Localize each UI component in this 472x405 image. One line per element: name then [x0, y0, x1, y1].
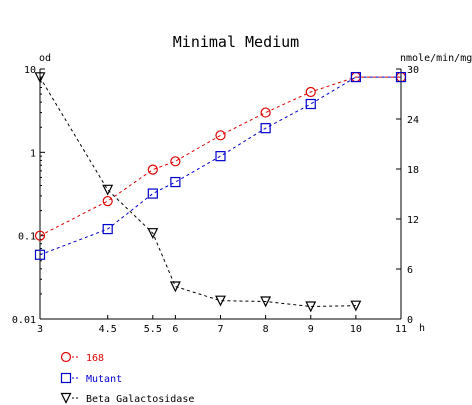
right-axis-label: nmole/min/mg — [400, 53, 472, 64]
legend-marker — [60, 351, 72, 363]
data-point — [102, 195, 113, 207]
left-axis-label: od — [39, 53, 51, 64]
data-point — [34, 72, 46, 84]
data-point — [395, 71, 407, 83]
data-point — [170, 156, 181, 167]
legend-label: Beta Galactosidase — [86, 394, 194, 405]
data-point — [170, 176, 181, 188]
legend: 168 Mutant Beta Galactosidase — [60, 351, 194, 405]
right-tick-label: 0 — [407, 315, 413, 326]
data-point — [215, 295, 226, 307]
right-tick-label: 12 — [407, 215, 419, 226]
right-tick-label: 18 — [407, 165, 419, 176]
series-1 — [34, 71, 407, 260]
series-0 — [34, 71, 407, 241]
data-point — [305, 301, 317, 313]
x-tick-label: 6 — [172, 324, 178, 335]
data-point — [147, 188, 158, 199]
x-tick-label: 7 — [217, 324, 223, 335]
data-point — [102, 223, 113, 235]
data-point — [34, 230, 46, 241]
left-tick-label: 1 — [30, 148, 36, 159]
x-tick-label: 11 — [395, 324, 407, 335]
right-tick-label: 6 — [407, 265, 413, 276]
legend-marker — [60, 372, 72, 384]
x-tick-label: 9 — [308, 324, 314, 335]
legend-item: 168 — [60, 351, 104, 364]
x-tick-label: 10 — [350, 324, 362, 335]
data-point — [260, 296, 272, 308]
x-tick-label: 4.5 — [99, 324, 117, 335]
legend-label: 168 — [86, 353, 104, 364]
legend-marker — [60, 392, 72, 404]
x-tick-label: 3 — [37, 324, 43, 335]
left-tick-label: 0.01 — [12, 315, 36, 326]
data-point — [260, 107, 271, 118]
x-axis-label: h — [419, 323, 425, 334]
data-point — [350, 300, 362, 312]
chart-title: Minimal Medium — [173, 33, 299, 51]
data-point — [215, 151, 226, 162]
data-point — [305, 86, 316, 98]
data-point — [147, 164, 158, 175]
legend-item: Mutant — [60, 372, 122, 385]
data-point — [34, 249, 46, 260]
data-point — [305, 98, 316, 110]
legend-item: Beta Galactosidase — [60, 392, 194, 405]
data-point — [215, 130, 226, 141]
left-tick-label: 0.1 — [18, 232, 36, 243]
right-tick-label: 24 — [407, 115, 419, 126]
data-point — [260, 123, 271, 134]
series-2 — [34, 72, 362, 313]
series-line — [39, 76, 401, 256]
data-point — [350, 71, 361, 83]
series-layer — [34, 71, 407, 313]
data-point — [102, 184, 114, 196]
legend-label: Mutant — [86, 374, 122, 385]
series-line — [39, 76, 401, 237]
x-tick-label: 5.5 — [144, 324, 162, 335]
x-tick-label: 8 — [263, 324, 269, 335]
right-tick-label: 30 — [407, 65, 419, 76]
ticks-layer: 3 4.5 5.5 6 7 8 9 10 11 0.01 0.1 1 10 0 6 12 18 24 30 — [12, 65, 419, 335]
data-point — [169, 281, 181, 293]
left-tick-label: 10 — [24, 65, 36, 76]
data-point — [147, 228, 159, 240]
series-line — [39, 77, 356, 308]
